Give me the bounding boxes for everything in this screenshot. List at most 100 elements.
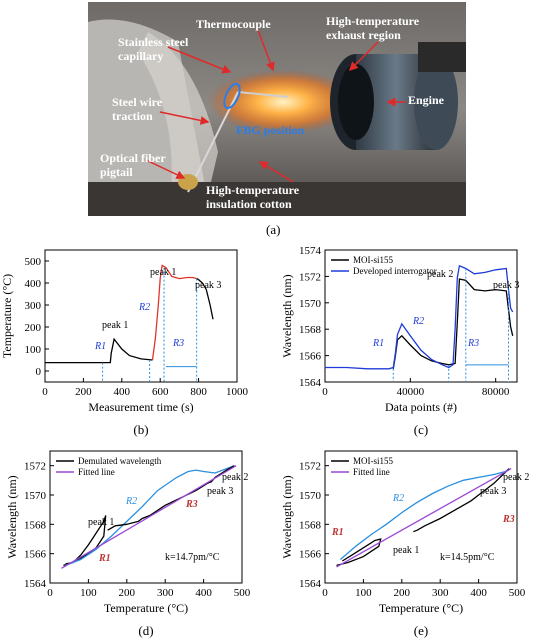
annotation: R1 [331, 527, 344, 538]
legend-entry: Fitted line [78, 467, 115, 477]
annotation: k=14.7pm/°C [165, 552, 220, 563]
callout-cotton-1: High-temperature [206, 183, 300, 197]
x-tick-label: 600 [152, 386, 169, 398]
x-tick-label: 300 [157, 587, 174, 599]
annotation: peak 2 [427, 269, 453, 280]
legend-entry: Fitted line [353, 467, 390, 477]
annotation: R3 [185, 499, 198, 510]
y-tick-label: 1572 [299, 461, 321, 473]
x-tick-label: 100 [80, 587, 97, 599]
y-tick-label: 1568 [299, 324, 322, 336]
annotation: R1 [98, 553, 111, 564]
callout-capillary-1: Stainless steel [118, 35, 189, 49]
plot-frame [44, 249, 238, 383]
annotation: peak 2 [503, 472, 529, 483]
legend-entry: Demulated wavelength [78, 456, 162, 466]
series-line [45, 337, 153, 364]
callout-steel-wire-1: Steel wire [112, 95, 163, 109]
x-axis-label: Data points (#) [385, 400, 457, 414]
callout-fbg: FBG position [236, 123, 305, 137]
y-tick-label: 1574 [299, 245, 322, 257]
series-line [336, 468, 512, 568]
series-line [196, 278, 214, 320]
y-tick-label: 1570 [299, 490, 322, 502]
series-line [61, 465, 237, 569]
x-tick-label: 200 [394, 587, 411, 599]
y-tick-label: 1568 [24, 519, 47, 531]
y-tick-label: 1566 [299, 549, 322, 561]
flame [208, 70, 358, 134]
callout-pigtail-1: Optical fiber [100, 151, 166, 165]
annotation: R2 [412, 316, 424, 327]
annotation: peak 1 [150, 267, 176, 278]
x-tick-label: 80000 [482, 386, 510, 398]
y-tick-label: 1572 [24, 461, 46, 473]
callout-pigtail-2: pigtail [100, 165, 133, 179]
annotation: peak 1 [393, 545, 419, 556]
y-tick-label: 1564 [299, 578, 322, 590]
y-tick-label: 100 [25, 344, 42, 356]
annotation: R1 [372, 338, 384, 349]
series-line [325, 264, 514, 370]
annotation: peak 3 [195, 280, 221, 291]
annotation: R2 [392, 493, 404, 504]
annotation: R1 [94, 341, 106, 352]
y-tick-label: 1566 [299, 351, 322, 363]
y-axis-label: Wavelength (nm) [280, 274, 294, 357]
y-tick-label: 1566 [24, 549, 47, 561]
callout-exhaust-1: High-temperature [326, 14, 420, 28]
x-tick-label: 40000 [397, 386, 425, 398]
x-tick-label: 1000 [226, 386, 249, 398]
y-tick-label: 1564 [24, 578, 47, 590]
panel-label: (c) [414, 422, 428, 437]
y-axis-label: Temperature (°C) [0, 274, 14, 358]
chart-panel-c: 0 40000 80000 1564 1566 1568 1570 1572 1574 Data … [280, 245, 519, 437]
y-tick-label: 400 [25, 278, 42, 290]
annotation: peak 1 [102, 320, 128, 331]
y-axis-label: Wavelength (nm) [280, 475, 294, 558]
engine-test-photo: Thermocouple Stainless steel capillary S… [88, 2, 466, 216]
x-tick-label: 500 [234, 587, 251, 599]
annotation: k=14.5pm/°C [440, 552, 495, 563]
series-line [392, 278, 514, 369]
callout-capillary-2: capillary [118, 49, 163, 63]
annotation: R3 [467, 338, 479, 349]
y-tick-label: 0 [36, 366, 42, 378]
callout-engine: Engine [408, 93, 445, 107]
annotation: R2 [125, 496, 137, 507]
x-axis-label: Temperature (°C) [104, 601, 188, 615]
series-line [413, 468, 510, 533]
legend-entry: Developed interrogator [353, 266, 437, 276]
y-tick-label: 1570 [299, 298, 322, 310]
y-tick-label: 1570 [24, 490, 47, 502]
annotation: R3 [502, 514, 515, 525]
series-line [63, 515, 107, 567]
chart-panel-e: 0 100 200 300 400 500 1564 1566 1568 1570 1572 Temp… [280, 450, 529, 638]
legend-entry: MOI-si155 [353, 456, 393, 466]
y-axis-label: Wavelength (nm) [5, 475, 19, 558]
x-tick-label: 0 [322, 386, 328, 398]
x-tick-label: 500 [509, 587, 526, 599]
callout-steel-wire-2: traction [112, 109, 153, 123]
annotation: R2 [138, 302, 150, 313]
x-tick-label: 400 [470, 587, 487, 599]
legend-entry: MOI-si155 [353, 255, 393, 265]
series-line [339, 468, 510, 560]
callout-exhaust-2: exhaust region [326, 28, 401, 42]
y-tick-label: 1572 [299, 271, 321, 283]
chart-panel-b: 0 200 400 600 800 1000 0 100 200 300 400 500 Measure… [0, 249, 249, 437]
panel-label: (d) [138, 623, 153, 638]
fbg-marker [223, 82, 241, 110]
y-tick-label: 300 [25, 300, 42, 312]
x-tick-label: 100 [355, 587, 372, 599]
capillary-line [237, 91, 289, 98]
annotation: peak 1 [88, 517, 114, 528]
x-tick-label: 400 [195, 587, 212, 599]
y-tick-label: 200 [25, 322, 42, 334]
x-tick-label: 200 [119, 587, 136, 599]
callout-thermocouple: Thermocouple [196, 17, 271, 31]
x-tick-label: 300 [432, 587, 449, 599]
x-tick-label: 0 [47, 587, 53, 599]
series-line [151, 264, 197, 361]
annotation: peak 3 [207, 486, 233, 497]
